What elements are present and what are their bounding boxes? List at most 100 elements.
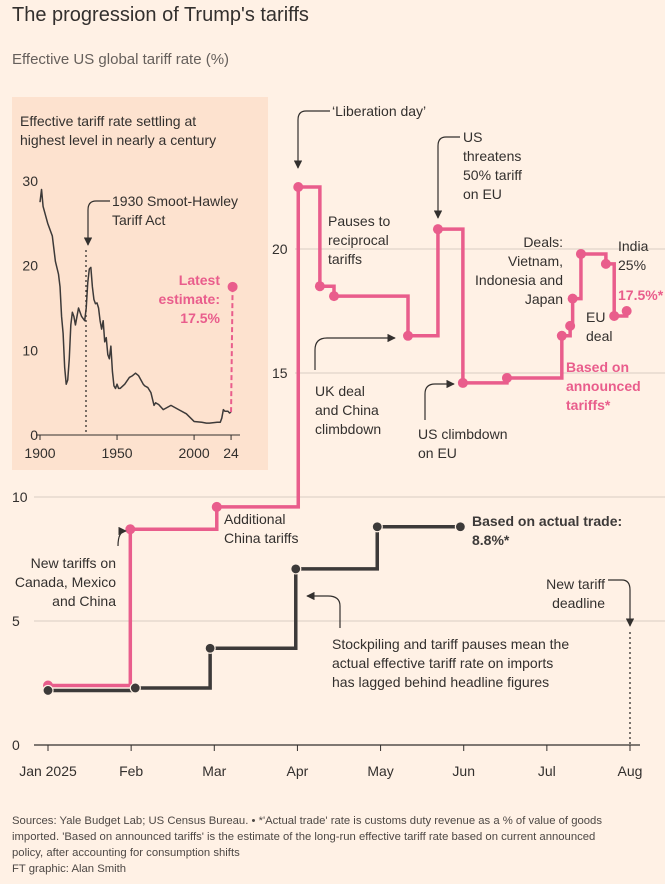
point [565,320,576,331]
x-tick-label: Mar [202,763,226,779]
point [211,501,222,512]
inset-panel [12,97,268,470]
y-tick-label: 10 [22,342,38,358]
x-tick-label: May [367,763,393,779]
x-tick-label: 2000 [179,445,210,461]
point [293,182,304,192]
x-tick-label: Jan 2025 [19,763,77,779]
annotation: Japan [525,291,563,307]
point [314,281,325,292]
annotation: 1930 Smoot-Hawley [112,193,238,209]
point [556,330,567,341]
point [204,642,216,654]
y-tick-label: 5 [12,613,20,629]
inset-title: Effective tariff rate settling at highest… [20,113,216,148]
y-tick-label: 20 [272,241,288,257]
x-tick-label: 1900 [24,445,55,461]
annotation: US [463,129,482,145]
footer-text: Sources: Yale Budget Lab; US Census Bure… [12,815,602,827]
series-label: Based on actual trade: [472,513,622,529]
annotation: deadline [552,595,605,611]
annotation: Additional [224,511,286,527]
arrow [293,110,330,169]
value-label: 17.5%* [618,287,664,303]
x-tick-label: 1950 [101,445,132,461]
point [329,291,340,302]
grid: 0 5 10 15 20 [12,241,665,753]
plot: Jan 2025 Feb Mar Apr May Jun Jul Aug Based on ann… [12,103,664,875]
series-label: Latest estimate: [159,272,221,307]
arrow [306,591,341,628]
annotation: India [618,238,649,254]
point [454,521,466,533]
chart-subtitle: Effective US global tariff rate (%) [12,51,229,68]
y-tick-label: 30 [22,173,38,189]
annotation: UK deal [315,383,365,399]
y-tick-label: 10 [12,489,28,505]
point [457,377,468,388]
annotation: reciprocal [328,232,389,248]
value-label: 8.8%* [472,532,510,548]
point [290,563,302,575]
arrow [424,379,455,420]
arrow [117,526,127,547]
arrow [83,200,110,246]
annotation: Deals: [523,234,563,250]
arrow [433,136,460,219]
annotation: climbdown [315,421,381,437]
point [567,293,578,304]
annotation: tariffs [328,251,362,267]
value-label: 17.5% [180,310,220,326]
annotation: and China [315,402,379,418]
annotation: US climbdown [418,426,507,442]
x-tick-label: Aug [618,763,643,779]
point [621,306,632,316]
annotation: deal [586,328,612,344]
point [432,224,443,235]
annotation: Pauses to [328,213,390,229]
annotation: Canada, Mexico [15,574,116,590]
point [501,372,512,383]
annotation: Indonesia and [475,272,563,288]
line [39,188,232,424]
annotation: and China [52,593,116,609]
arrow [608,579,635,627]
point [403,330,414,341]
point [600,258,611,269]
x-tick-label: 24 [223,445,239,461]
point [575,248,586,259]
arrow [314,333,396,370]
line [230,286,234,413]
annotation: threatens [463,148,521,164]
annotation: Vietnam, [508,253,563,269]
y-tick-label: 20 [22,258,38,274]
annotation: 25% [618,257,646,273]
annotation: on EU [463,186,502,202]
point [129,682,141,694]
point [125,524,136,535]
footer-text: imported. 'Based on announced tariffs' i… [12,831,595,843]
chart-title: The progression of Trump's tariffs [12,4,309,26]
annotation: ‘Liberation day’ [332,103,426,119]
x-tick-label: Apr [287,763,309,779]
x-tick-label: Jun [452,763,475,779]
point [227,281,238,292]
annotation: has lagged behind headline figures [332,674,549,690]
annotation: Tariff Act [112,212,166,228]
annotation: actual effective tariff rate on imports [332,655,553,671]
annotation: on EU [418,445,457,461]
point [371,521,383,533]
series-label: Based on announced tariffs* [566,359,641,413]
point [42,684,54,697]
y-tick-label: 15 [272,365,288,381]
annotation: New tariffs on [31,555,116,571]
annotation: New tariff [546,576,605,592]
annotation: Stockpiling and tariff pauses mean the [332,636,569,652]
annotation-arrows [83,110,635,745]
annotation: EU [586,309,605,325]
footer-text: policy, after accounting for consumption… [12,847,240,859]
x-tick-label: Jul [538,763,556,779]
point [609,310,620,321]
